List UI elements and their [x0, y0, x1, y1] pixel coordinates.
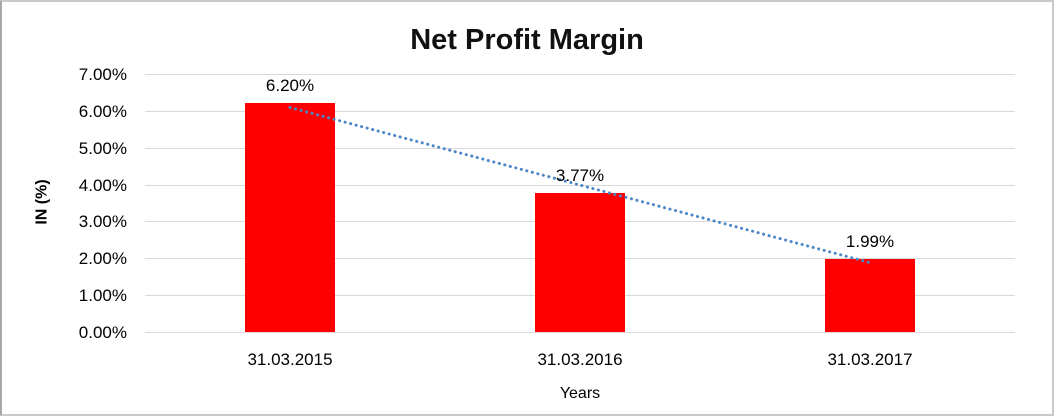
y-tick-label: 3.00% [78, 212, 127, 231]
gridline [145, 74, 1015, 75]
bar-31.03.2017 [825, 259, 915, 332]
gridline [145, 332, 1015, 333]
x-tick-label: 31.03.2015 [247, 350, 333, 369]
data-label: 6.20% [265, 76, 315, 95]
y-tick-label: 1.00% [78, 286, 127, 305]
y-tick-label: 2.00% [78, 249, 127, 268]
x-tick-label: 31.03.2016 [537, 350, 623, 369]
x-axis-title: Years [559, 385, 601, 402]
chart-title: Net Profit Margin [410, 24, 644, 56]
data-label: 1.99% [845, 232, 895, 251]
y-tick-label: 6.00% [78, 102, 127, 121]
bar-31.03.2016 [535, 193, 625, 332]
y-tick-label: 0.00% [78, 323, 127, 342]
y-tick-label: 5.00% [78, 139, 127, 158]
data-label: 3.77% [555, 166, 605, 185]
y-axis-title: IN (%) [33, 179, 51, 225]
bar-31.03.2015 [245, 103, 335, 332]
y-tick-label: 7.00% [78, 65, 127, 84]
x-tick-label: 31.03.2017 [827, 350, 913, 369]
y-tick-label: 4.00% [78, 176, 127, 195]
